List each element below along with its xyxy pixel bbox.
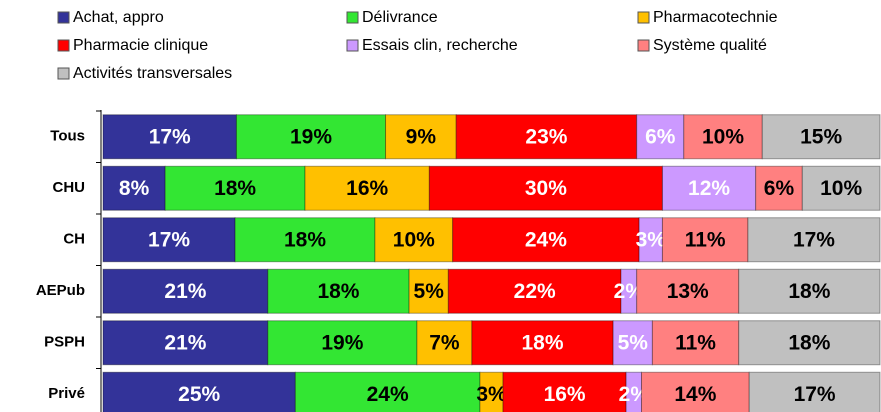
- data-label: 2%: [614, 280, 645, 303]
- data-label: 3%: [476, 383, 507, 406]
- data-label: 19%: [321, 331, 363, 354]
- bar-segment: [801, 165, 881, 211]
- data-label: 24%: [525, 228, 567, 251]
- bar-segment: [748, 371, 881, 412]
- bar-segment: [738, 268, 881, 314]
- data-label: 17%: [148, 228, 190, 251]
- legend-label: Pharmacotechnie: [653, 9, 778, 26]
- data-label: 10%: [820, 177, 862, 200]
- legend-label: Achat, appro: [73, 9, 164, 26]
- data-label: 5%: [414, 280, 445, 303]
- data-label: 18%: [284, 228, 326, 251]
- data-label: 17%: [794, 383, 836, 406]
- bar-segment: [164, 165, 306, 211]
- bar-segment: [102, 371, 296, 412]
- data-label: 19%: [290, 125, 332, 148]
- legend-swatch: [57, 67, 70, 80]
- bar-segment: [102, 320, 269, 366]
- bar-segment: [408, 268, 449, 314]
- bar-segment: [235, 114, 387, 160]
- bar-segment: [102, 268, 269, 314]
- bar-segment: [471, 320, 614, 366]
- data-label: 16%: [346, 177, 388, 200]
- data-label: 15%: [800, 125, 842, 148]
- legend-swatch: [346, 39, 359, 52]
- data-label: 24%: [367, 383, 409, 406]
- data-label: 6%: [764, 177, 795, 200]
- bar-segment: [102, 114, 237, 160]
- legend-label: Essais clin, recherche: [362, 37, 518, 54]
- bar-segment: [428, 165, 663, 211]
- bar-segment: [385, 114, 457, 160]
- bar-segment: [267, 320, 418, 366]
- legend-label: Pharmacie clinique: [73, 37, 208, 54]
- data-label: 18%: [214, 177, 256, 200]
- bar-segment: [452, 217, 640, 263]
- bar-segment: [447, 268, 622, 314]
- bar-segment: [641, 371, 750, 412]
- category-label: CH: [63, 231, 85, 248]
- data-label: 18%: [788, 280, 830, 303]
- data-label: 11%: [685, 228, 726, 251]
- legend-label: Délivrance: [362, 9, 438, 26]
- bar-segment: [102, 165, 166, 211]
- data-label: 14%: [674, 383, 716, 406]
- data-label: 17%: [793, 228, 835, 251]
- category-label: CHU: [53, 179, 86, 196]
- category-label: Tous: [50, 128, 85, 145]
- category-label: Privé: [48, 385, 85, 402]
- bar-segment: [683, 114, 763, 160]
- data-label: 17%: [149, 125, 191, 148]
- bar-segment: [502, 371, 627, 412]
- legend-swatch: [57, 39, 70, 52]
- data-label: 5%: [618, 331, 649, 354]
- data-label: 6%: [645, 125, 676, 148]
- data-label: 13%: [667, 280, 709, 303]
- data-label: 18%: [521, 331, 563, 354]
- bar-segment: [636, 268, 740, 314]
- data-label: 21%: [164, 331, 206, 354]
- category-label: PSPH: [44, 334, 85, 351]
- data-label: 18%: [788, 331, 830, 354]
- bar-segment: [304, 165, 430, 211]
- data-label: 23%: [525, 125, 567, 148]
- data-label: 25%: [178, 383, 220, 406]
- data-label: 11%: [675, 331, 716, 354]
- data-label: 21%: [164, 280, 206, 303]
- data-label: 10%: [393, 228, 435, 251]
- bar-segment: [761, 114, 881, 160]
- data-label: 30%: [525, 177, 567, 200]
- legend-swatch: [637, 39, 650, 52]
- data-label: 8%: [119, 177, 150, 200]
- legend-label: Système qualité: [653, 37, 767, 54]
- data-label: 12%: [688, 177, 730, 200]
- data-label: 18%: [317, 280, 359, 303]
- data-label: 10%: [702, 125, 744, 148]
- legend-swatch: [57, 11, 70, 24]
- bar-segment: [738, 320, 881, 366]
- legend-swatch: [637, 11, 650, 24]
- data-label: 22%: [514, 280, 556, 303]
- data-label: 7%: [429, 331, 460, 354]
- bar-segment: [661, 165, 757, 211]
- bar-segment: [661, 217, 749, 263]
- bar-segment: [747, 217, 881, 263]
- bar-segment: [455, 114, 638, 160]
- legend-swatch: [346, 11, 359, 24]
- bar-segment: [755, 165, 803, 211]
- legend-label: Activités transversales: [73, 65, 232, 82]
- bar-segment: [636, 114, 685, 160]
- bar-segment: [651, 320, 740, 366]
- data-label: 16%: [544, 383, 586, 406]
- bar-segment: [267, 268, 410, 314]
- category-label: AEPub: [36, 282, 85, 299]
- data-label: 9%: [406, 125, 437, 148]
- data-label: 3%: [636, 228, 667, 251]
